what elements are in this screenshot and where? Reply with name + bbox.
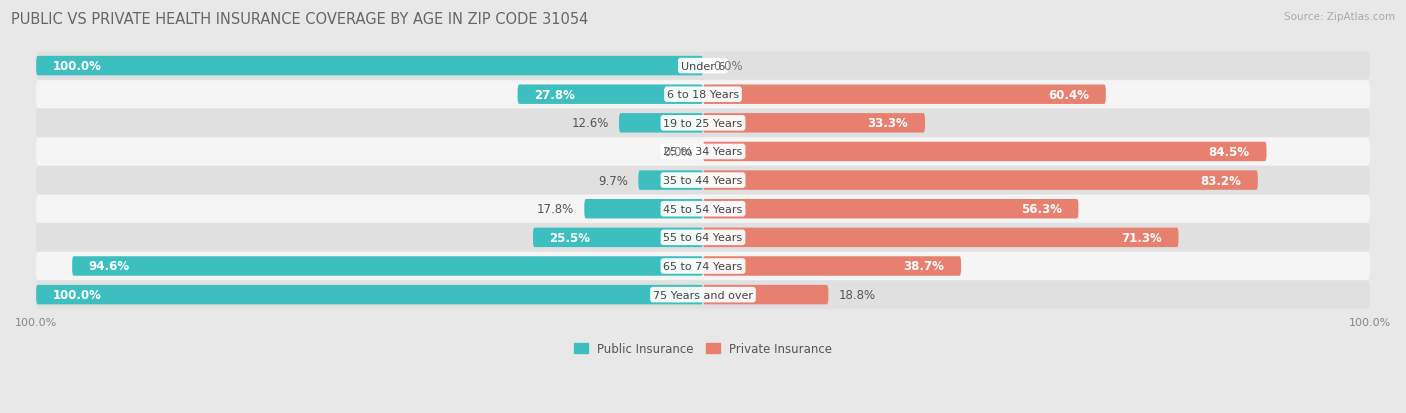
FancyBboxPatch shape bbox=[533, 228, 703, 247]
Text: 84.5%: 84.5% bbox=[1209, 146, 1250, 159]
Text: PUBLIC VS PRIVATE HEALTH INSURANCE COVERAGE BY AGE IN ZIP CODE 31054: PUBLIC VS PRIVATE HEALTH INSURANCE COVER… bbox=[11, 12, 589, 27]
Text: 100.0%: 100.0% bbox=[53, 288, 101, 301]
FancyBboxPatch shape bbox=[37, 109, 1369, 138]
Text: 38.7%: 38.7% bbox=[904, 260, 945, 273]
FancyBboxPatch shape bbox=[37, 252, 1369, 280]
FancyBboxPatch shape bbox=[37, 281, 1369, 309]
FancyBboxPatch shape bbox=[703, 285, 828, 305]
FancyBboxPatch shape bbox=[703, 142, 1267, 162]
FancyBboxPatch shape bbox=[703, 256, 962, 276]
Text: 17.8%: 17.8% bbox=[537, 203, 574, 216]
Text: 75 Years and over: 75 Years and over bbox=[652, 290, 754, 300]
FancyBboxPatch shape bbox=[703, 228, 1178, 247]
FancyBboxPatch shape bbox=[37, 224, 1369, 252]
Text: 27.8%: 27.8% bbox=[534, 88, 575, 102]
Legend: Public Insurance, Private Insurance: Public Insurance, Private Insurance bbox=[569, 337, 837, 360]
Text: 9.7%: 9.7% bbox=[599, 174, 628, 187]
FancyBboxPatch shape bbox=[37, 195, 1369, 223]
FancyBboxPatch shape bbox=[619, 114, 703, 133]
FancyBboxPatch shape bbox=[37, 138, 1369, 166]
Text: 35 to 44 Years: 35 to 44 Years bbox=[664, 176, 742, 186]
FancyBboxPatch shape bbox=[517, 85, 703, 104]
Text: 18.8%: 18.8% bbox=[838, 288, 876, 301]
Text: Under 6: Under 6 bbox=[681, 62, 725, 71]
FancyBboxPatch shape bbox=[37, 81, 1369, 109]
Text: 65 to 74 Years: 65 to 74 Years bbox=[664, 261, 742, 271]
FancyBboxPatch shape bbox=[703, 199, 1078, 219]
Text: 33.3%: 33.3% bbox=[868, 117, 908, 130]
Text: 83.2%: 83.2% bbox=[1201, 174, 1241, 187]
FancyBboxPatch shape bbox=[638, 171, 703, 190]
FancyBboxPatch shape bbox=[37, 52, 1369, 81]
FancyBboxPatch shape bbox=[585, 199, 703, 219]
Text: 0.0%: 0.0% bbox=[664, 146, 693, 159]
Text: 45 to 54 Years: 45 to 54 Years bbox=[664, 204, 742, 214]
Text: 19 to 25 Years: 19 to 25 Years bbox=[664, 119, 742, 128]
Text: 25 to 34 Years: 25 to 34 Years bbox=[664, 147, 742, 157]
Text: 0.0%: 0.0% bbox=[713, 60, 742, 73]
FancyBboxPatch shape bbox=[703, 114, 925, 133]
FancyBboxPatch shape bbox=[703, 85, 1105, 104]
Text: Source: ZipAtlas.com: Source: ZipAtlas.com bbox=[1284, 12, 1395, 22]
Text: 55 to 64 Years: 55 to 64 Years bbox=[664, 233, 742, 243]
Text: 56.3%: 56.3% bbox=[1021, 203, 1062, 216]
Text: 25.5%: 25.5% bbox=[550, 231, 591, 244]
FancyBboxPatch shape bbox=[37, 167, 1369, 195]
FancyBboxPatch shape bbox=[37, 57, 703, 76]
Text: 100.0%: 100.0% bbox=[53, 60, 101, 73]
Text: 60.4%: 60.4% bbox=[1047, 88, 1090, 102]
FancyBboxPatch shape bbox=[703, 171, 1258, 190]
FancyBboxPatch shape bbox=[72, 256, 703, 276]
Text: 12.6%: 12.6% bbox=[572, 117, 609, 130]
Text: 6 to 18 Years: 6 to 18 Years bbox=[666, 90, 740, 100]
Text: 94.6%: 94.6% bbox=[89, 260, 129, 273]
FancyBboxPatch shape bbox=[37, 285, 703, 305]
Text: 71.3%: 71.3% bbox=[1121, 231, 1161, 244]
